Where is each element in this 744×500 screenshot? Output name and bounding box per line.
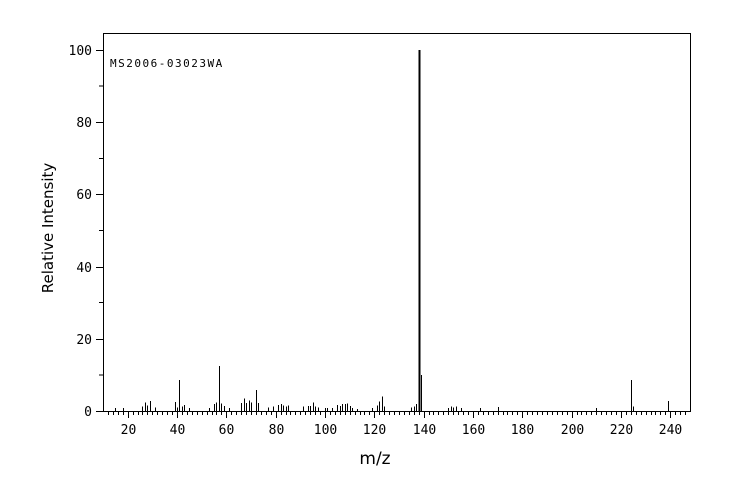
tick-label: 240 <box>659 423 682 438</box>
tick-label: 140 <box>413 423 436 438</box>
tick-label: 0 <box>84 405 92 420</box>
tick-label: 80 <box>269 423 285 438</box>
tick-label: 40 <box>170 423 186 438</box>
tick-label: 180 <box>511 423 534 438</box>
tick-label: 120 <box>363 423 386 438</box>
tick-label: 60 <box>76 188 92 203</box>
tick-label: 100 <box>314 423 337 438</box>
tick-label: 40 <box>76 261 92 276</box>
tick-label: 80 <box>76 116 92 131</box>
tick-label: 160 <box>462 423 485 438</box>
spectrum-id-label: MS2006-03023WA <box>110 57 224 70</box>
tick-label: 220 <box>610 423 633 438</box>
tick-label: 100 <box>69 44 92 59</box>
x-axis-title: m/z <box>359 449 391 469</box>
tick-label: 20 <box>121 423 137 438</box>
tick-label: 20 <box>76 333 92 348</box>
plot-frame <box>103 33 691 412</box>
tick-label: 200 <box>561 423 584 438</box>
tick-label: 60 <box>219 423 235 438</box>
y-axis-title: Relative Intensity <box>39 162 57 294</box>
